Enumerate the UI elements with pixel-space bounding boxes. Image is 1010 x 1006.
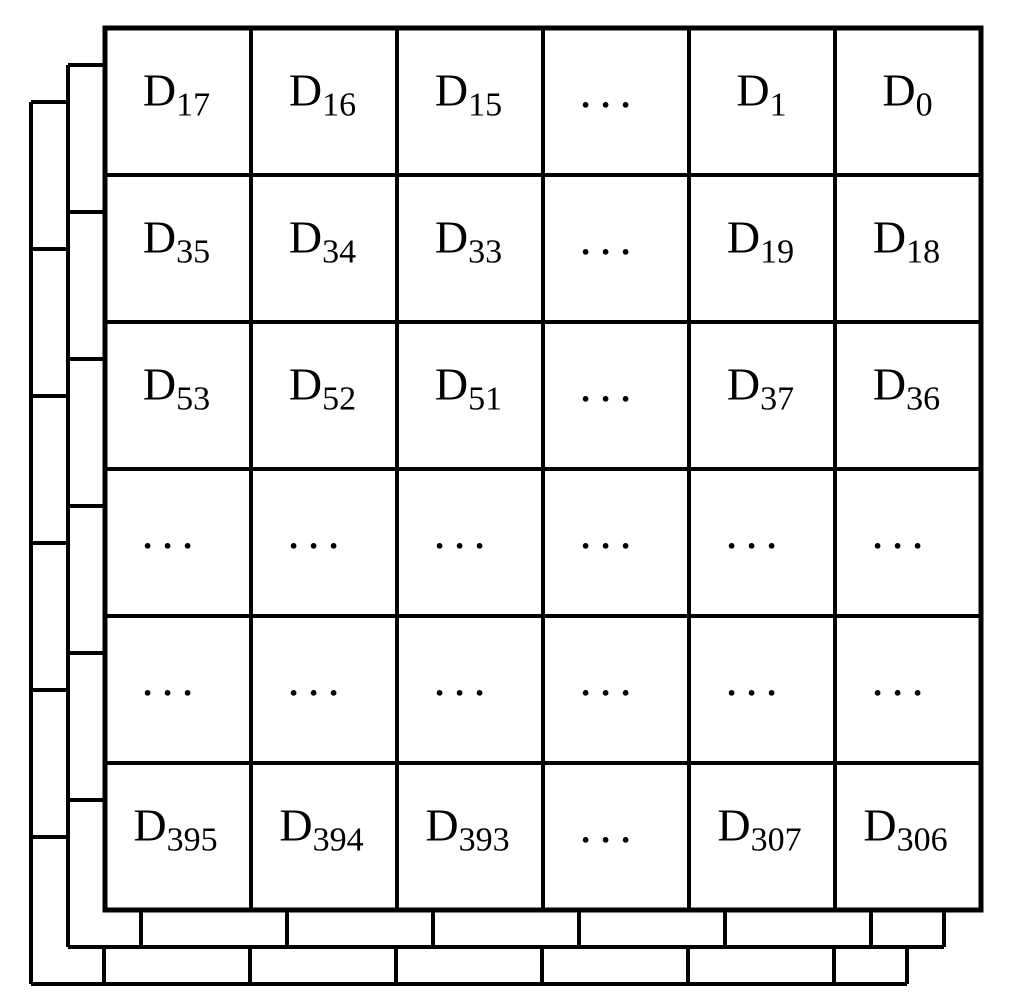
cell-1-0-letter: D <box>143 212 176 263</box>
cell-1-4-letter: D <box>727 212 760 263</box>
cell-2-3-ellipsis: ．．． <box>577 370 655 410</box>
cell-1-5-letter: D <box>873 212 906 263</box>
cell-2-5-subscript: 36 <box>906 381 940 418</box>
cell-5-3-ellipsis: ．．． <box>577 811 655 851</box>
cell-2-1-letter: D <box>289 359 322 410</box>
cell-5-1-letter: D <box>279 800 312 851</box>
cell-0-0-subscript: 17 <box>176 87 210 124</box>
cell-1-2-letter: D <box>435 212 468 263</box>
back-layer-2-bottom-fill <box>31 947 907 984</box>
memory-array-diagram: D17D16D15．．．D1D0D35D34D33．．．D19D18D53D52… <box>0 0 1010 1006</box>
cell-0-5-subscript: 0 <box>916 87 933 124</box>
back-layer-1-bottom-fill <box>68 910 944 947</box>
front-table: D17D16D15．．．D1D0D35D34D33．．．D19D18D53D52… <box>105 28 981 910</box>
cell-5-2-letter: D <box>425 800 458 851</box>
cell-1-3-ellipsis: ．．． <box>577 223 655 263</box>
cell-0-5-letter: D <box>882 65 915 116</box>
cell-2-5-letter: D <box>873 359 906 410</box>
cell-4-3-ellipsis: ．．． <box>577 664 655 704</box>
cell-0-1-subscript: 16 <box>322 87 356 124</box>
cell-1-1-letter: D <box>289 212 322 263</box>
cell-0-2-letter: D <box>435 65 468 116</box>
cell-4-2-ellipsis: ．．． <box>431 664 509 704</box>
cell-5-5-letter: D <box>863 800 896 851</box>
cell-3-0-ellipsis: ．．． <box>139 517 217 557</box>
cell-1-1-subscript: 34 <box>322 234 356 271</box>
cell-2-0-subscript: 53 <box>176 381 210 418</box>
cell-1-5-subscript: 18 <box>906 234 940 271</box>
cell-3-1-ellipsis: ．．． <box>285 517 363 557</box>
cell-3-3-ellipsis: ．．． <box>577 517 655 557</box>
cell-5-2-subscript: 393 <box>459 822 510 859</box>
cell-1-4-subscript: 19 <box>760 234 794 271</box>
cell-2-1-subscript: 52 <box>322 381 356 418</box>
cell-2-4-subscript: 37 <box>760 381 794 418</box>
cell-2-0-letter: D <box>143 359 176 410</box>
cell-5-4-subscript: 307 <box>751 822 802 859</box>
cell-4-0-ellipsis: ．．． <box>139 664 217 704</box>
cell-4-5-ellipsis: ．．． <box>869 664 947 704</box>
cell-0-0-letter: D <box>143 65 176 116</box>
cell-4-4-ellipsis: ．．． <box>723 664 801 704</box>
cell-3-2-ellipsis: ．．． <box>431 517 509 557</box>
cell-2-2-subscript: 51 <box>468 381 502 418</box>
cell-1-2-subscript: 33 <box>468 234 502 271</box>
cell-1-0-subscript: 35 <box>176 234 210 271</box>
cell-0-1-letter: D <box>289 65 322 116</box>
cell-2-4-letter: D <box>727 359 760 410</box>
cell-2-2-letter: D <box>435 359 468 410</box>
cell-4-1-ellipsis: ．．． <box>285 664 363 704</box>
cell-0-2-subscript: 15 <box>468 87 502 124</box>
cell-5-1-subscript: 394 <box>313 822 364 859</box>
cell-5-0-subscript: 395 <box>167 822 218 859</box>
cell-0-3-ellipsis: ．．． <box>577 76 655 116</box>
cell-3-5-ellipsis: ．．． <box>869 517 947 557</box>
cell-3-4-ellipsis: ．．． <box>723 517 801 557</box>
cell-0-4-letter: D <box>736 65 769 116</box>
cell-5-4-letter: D <box>717 800 750 851</box>
cell-5-5-subscript: 306 <box>897 822 948 859</box>
cell-0-4-subscript: 1 <box>770 87 787 124</box>
cell-5-0-letter: D <box>133 800 166 851</box>
